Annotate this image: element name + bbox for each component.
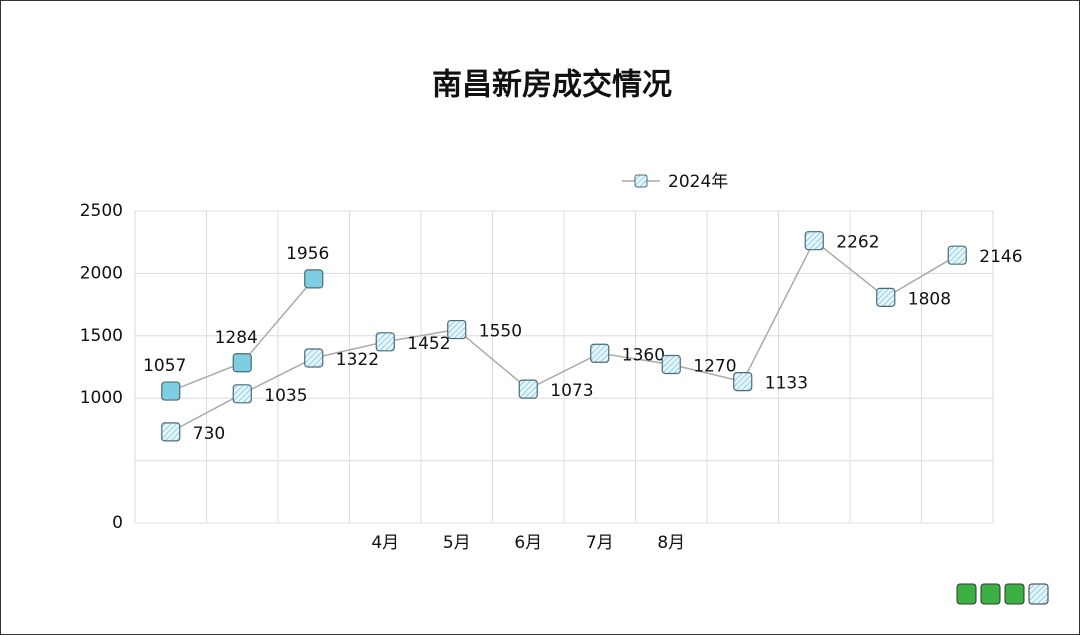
marker	[447, 319, 467, 340]
data-label: 1073	[550, 381, 593, 401]
y-tick-label: 2500	[80, 201, 123, 221]
marker	[375, 332, 395, 352]
data-label: 1452	[407, 334, 450, 354]
marker	[733, 372, 753, 392]
data-label: 1057	[143, 356, 186, 376]
y-tick-label: 1000	[80, 388, 123, 408]
marker	[232, 384, 252, 404]
marker	[804, 231, 824, 251]
legend-label: 2024年	[668, 172, 728, 192]
data-label: 1808	[908, 289, 951, 309]
marker	[590, 343, 610, 363]
data-label: 1035	[264, 386, 307, 406]
decor-boxes	[956, 583, 1049, 605]
x-tick-label: 7月	[586, 533, 614, 553]
data-label: 2262	[836, 233, 879, 253]
y-tick-label: 2000	[80, 263, 123, 283]
data-label: 1133	[765, 374, 808, 394]
data-label: 1550	[479, 322, 522, 342]
y-tick-label: 1500	[80, 326, 123, 346]
series-line	[170, 239, 958, 433]
data-label: 1322	[336, 350, 379, 370]
marker	[947, 245, 967, 265]
data-label: 2146	[979, 247, 1022, 267]
data-label: 1284	[215, 328, 258, 348]
data-label: 1956	[286, 244, 329, 264]
x-tick-label: 6月	[514, 533, 542, 553]
marker	[304, 269, 324, 289]
x-tick-label: 4月	[371, 533, 399, 553]
marker	[518, 379, 538, 399]
data-label: 1360	[622, 345, 665, 365]
marker	[161, 381, 181, 401]
data-label: 1270	[693, 357, 736, 377]
data-label: 730	[193, 424, 225, 444]
x-tick-label: 5月	[443, 533, 471, 553]
marker	[661, 354, 681, 375]
marker	[232, 353, 252, 373]
y-tick-label: 0	[112, 513, 123, 533]
x-tick-label: 8月	[657, 533, 685, 553]
marker	[876, 287, 896, 307]
chart-title: 南昌新房成交情况	[432, 68, 672, 103]
marker	[304, 348, 324, 368]
legend-marker	[634, 174, 648, 188]
marker	[161, 422, 181, 442]
